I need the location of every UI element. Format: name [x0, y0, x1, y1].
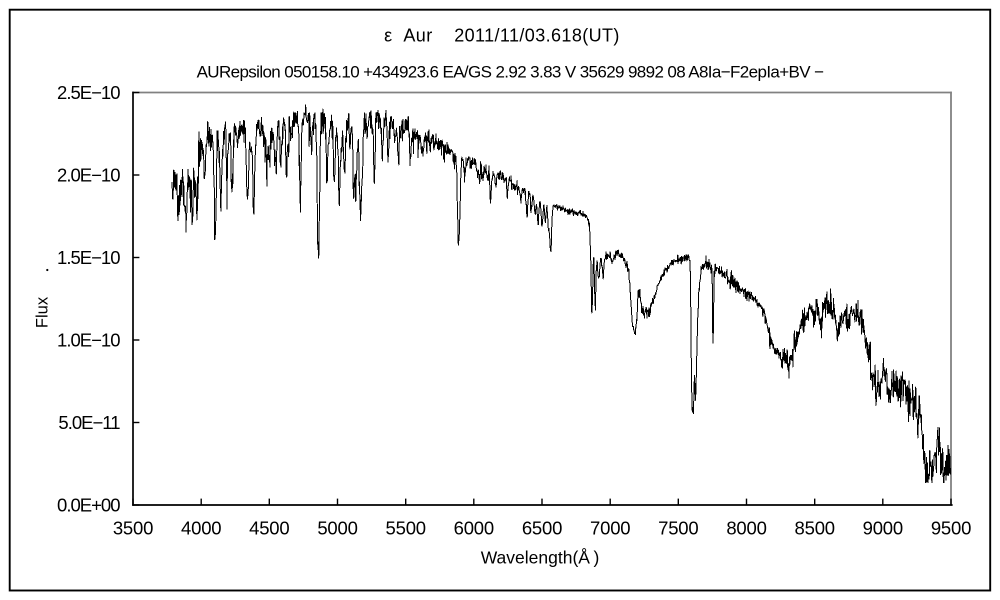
svg-text:6000: 6000 — [454, 518, 494, 539]
svg-text:5.0E−11: 5.0E−11 — [58, 412, 120, 433]
svg-text:7500: 7500 — [658, 518, 698, 539]
svg-text:3500: 3500 — [113, 518, 153, 539]
svg-text:1.5E−10: 1.5E−10 — [57, 247, 120, 268]
svg-text:4000: 4000 — [181, 518, 221, 539]
svg-text:8000: 8000 — [726, 518, 766, 539]
svg-text:7000: 7000 — [590, 518, 630, 539]
svg-text:ε Aur 2011/11/03.618(UT): ε Aur 2011/11/03.618(UT) — [384, 26, 620, 46]
svg-text:4500: 4500 — [249, 518, 289, 539]
svg-text:2.5E−10: 2.5E−10 — [57, 82, 120, 103]
svg-text:2.0E−10: 2.0E−10 — [57, 165, 120, 186]
svg-text:5500: 5500 — [386, 518, 426, 539]
svg-text:9000: 9000 — [863, 518, 903, 539]
svg-text:Wavelength(Å ): Wavelength(Å ) — [481, 548, 600, 568]
svg-text:Flux: Flux — [34, 296, 52, 328]
svg-text:0.0E+00: 0.0E+00 — [57, 495, 120, 516]
svg-text:AURepsilon 050158.10 +434923.6: AURepsilon 050158.10 +434923.6 EA/GS 2.9… — [197, 63, 825, 82]
svg-text:6500: 6500 — [522, 518, 562, 539]
svg-text:8500: 8500 — [795, 518, 835, 539]
svg-text:5000: 5000 — [317, 518, 357, 539]
svg-text:1.0E−10: 1.0E−10 — [57, 330, 120, 351]
svg-text:9500: 9500 — [931, 518, 971, 539]
